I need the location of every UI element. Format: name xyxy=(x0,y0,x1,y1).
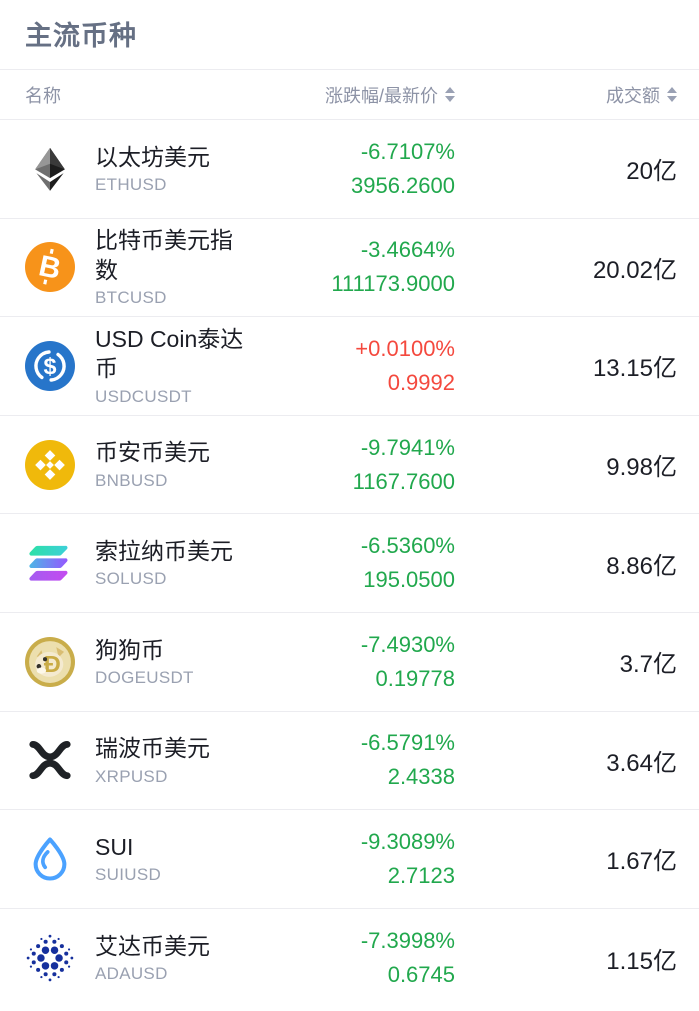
bnb-icon xyxy=(25,439,75,490)
change-price-cell: -9.3089% 2.7123 xyxy=(275,825,455,893)
coin-name: 以太坊美元 xyxy=(95,143,210,170)
ada-icon xyxy=(26,934,74,982)
column-header-name[interactable]: 名称 xyxy=(25,85,61,106)
change-price-cell: -6.7107% 3956.2600 xyxy=(275,135,455,203)
column-header-volume[interactable]: 成交额 xyxy=(455,82,677,108)
coin-symbol: SUIUSD xyxy=(95,865,162,885)
latest-price: 195.0500 xyxy=(363,567,455,593)
volume-cell: 20.02亿 xyxy=(592,256,677,284)
change-price-cell: -7.3998% 0.6745 xyxy=(275,924,455,992)
coin-name: 艾达币美元 xyxy=(95,932,210,959)
svg-text:Ð: Ð xyxy=(44,651,61,677)
volume-cell: 3.7亿 xyxy=(619,651,677,679)
change-percent: -6.5360% xyxy=(360,533,455,559)
coin-name: 索拉纳币美元 xyxy=(95,537,233,564)
volume-cell: 1.15亿 xyxy=(606,947,677,975)
change-percent: +0.0100% xyxy=(355,335,455,361)
coin-row-solusd[interactable]: 索拉纳币美元 SOLUSD -6.5360% 195.0500 8.86亿 xyxy=(0,514,699,613)
coin-row-ethusd[interactable]: 以太坊美元 ETHUSD -6.7107% 3956.2600 20亿 xyxy=(0,120,699,219)
coin-name: 狗狗币 xyxy=(95,636,164,663)
coin-symbol: ADAUSD xyxy=(95,964,168,984)
coin-symbol: XRPUSD xyxy=(95,766,168,786)
coin-symbol: BTCUSD xyxy=(95,288,167,308)
page-title: 主流币种 xyxy=(25,21,137,51)
coin-row-btcusd[interactable]: B 比特币美元指数 BTCUSD -3.4664% 111173.9000 20… xyxy=(0,219,699,318)
change-percent: -9.7941% xyxy=(360,434,455,460)
change-percent: -7.4930% xyxy=(360,631,455,657)
sui-icon xyxy=(33,837,67,881)
change-price-cell: +0.0100% 0.9992 xyxy=(275,332,455,400)
change-price-cell: -7.4930% 0.19778 xyxy=(275,628,455,696)
change-price-cell: -6.5360% 195.0500 xyxy=(275,529,455,597)
change-price-cell: -9.7941% 1167.7600 xyxy=(275,431,455,499)
volume-cell: 9.98亿 xyxy=(606,454,677,482)
latest-price: 0.6745 xyxy=(387,962,455,988)
latest-price: 3956.2600 xyxy=(351,172,455,198)
change-percent: -6.5791% xyxy=(360,730,455,756)
coin-row-usdcusdt[interactable]: $ USD Coin泰达币 USDCUSDT +0.0100% 0.9992 1… xyxy=(0,317,699,416)
latest-price: 2.4338 xyxy=(387,764,455,790)
latest-price: 2.7123 xyxy=(387,862,455,888)
sol-icon xyxy=(29,545,68,581)
latest-price: 0.19778 xyxy=(375,665,455,691)
volume-cell: 3.64亿 xyxy=(606,749,677,777)
coin-name: 瑞波币美元 xyxy=(95,735,210,762)
coin-symbol: BNBUSD xyxy=(95,470,168,490)
change-percent: -6.7107% xyxy=(360,138,455,164)
coin-row-dogeusdt[interactable]: Ð 狗狗币 DOGEUSDT -7.4930% 0.19778 3.7亿 xyxy=(0,613,699,712)
change-percent: -9.3089% xyxy=(360,828,455,854)
xrp-icon xyxy=(29,741,71,780)
change-price-cell: -6.5791% 2.4338 xyxy=(275,726,455,794)
coin-symbol: ETHUSD xyxy=(95,175,167,195)
table-header: 名称 涨跌幅/最新价 成交额 xyxy=(0,69,699,120)
coin-name: USD Coin泰达币 xyxy=(95,326,244,382)
coin-row-xrpusd[interactable]: 瑞波币美元 XRPUSD -6.5791% 2.4338 3.64亿 xyxy=(0,712,699,811)
btc-icon: B xyxy=(25,242,75,293)
sort-icon[interactable] xyxy=(667,87,677,102)
change-price-cell: -3.4664% 111173.9000 xyxy=(275,233,455,301)
change-percent: -7.3998% xyxy=(360,928,455,954)
svg-text:$: $ xyxy=(43,354,56,380)
volume-cell: 20亿 xyxy=(626,158,677,186)
latest-price: 0.9992 xyxy=(387,369,455,395)
coin-symbol: USDCUSDT xyxy=(95,386,192,406)
coin-row-bnbusd[interactable]: 币安币美元 BNBUSD -9.7941% 1167.7600 9.98亿 xyxy=(0,416,699,515)
doge-icon: Ð xyxy=(25,636,75,687)
coin-name: 币安币美元 xyxy=(95,439,210,466)
coin-symbol: DOGEUSDT xyxy=(95,667,194,687)
volume-cell: 8.86亿 xyxy=(606,552,677,580)
coin-row-suiusd[interactable]: SUI SUIUSD -9.3089% 2.7123 1.67亿 xyxy=(0,810,699,909)
coin-name: SUI xyxy=(95,833,134,860)
change-percent: -3.4664% xyxy=(360,237,455,263)
volume-cell: 13.15亿 xyxy=(592,355,677,383)
column-header-change-price[interactable]: 涨跌幅/最新价 xyxy=(275,82,455,108)
latest-price: 1167.7600 xyxy=(352,468,455,494)
sort-icon[interactable] xyxy=(445,87,455,102)
eth-icon xyxy=(35,147,65,191)
latest-price: 111173.9000 xyxy=(331,271,455,297)
coin-row-adausd[interactable]: 艾达币美元 ADAUSD -7.3998% 0.6745 1.15亿 xyxy=(0,909,699,1008)
volume-cell: 1.67亿 xyxy=(606,848,677,876)
coin-symbol: SOLUSD xyxy=(95,569,167,589)
usdc-icon: $ xyxy=(25,340,75,391)
coin-name: 比特币美元指数 xyxy=(95,227,233,283)
